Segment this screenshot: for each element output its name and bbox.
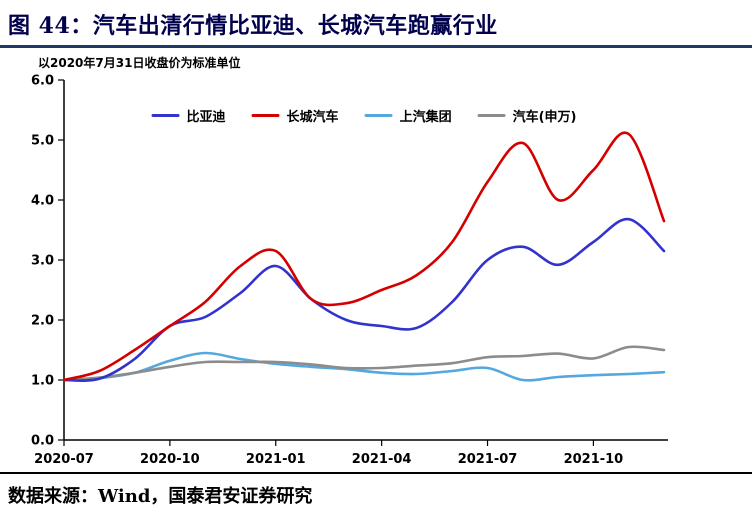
chart-subtitle: 以2020年7月31日收盘价为标准单位 (38, 56, 241, 70)
y-tick-label: 1.0 (31, 374, 54, 389)
legend-item-greatwall: 长城汽车 (251, 106, 339, 125)
chart-legend: 比亚迪 长城汽车 上汽集团 汽车(申万) (151, 106, 577, 125)
legend-label-greatwall: 长城汽车 (286, 110, 339, 125)
y-tick-label: 0.0 (31, 434, 54, 449)
legend-swatch-greatwall (251, 114, 280, 117)
legend-label-byd: 比亚迪 (186, 110, 226, 125)
legend-label-saic: 上汽集团 (399, 110, 452, 125)
x-tick-label: 2020-10 (140, 452, 200, 467)
figure-footer: 数据来源：Wind，国泰君安证券研究 (0, 474, 752, 508)
figure-title: 图 44：汽车出清行情比亚迪、长城汽车跑赢行业 (8, 13, 498, 39)
chart-area: 以2020年7月31日收盘价为标准单位 比亚迪 长城汽车 上汽集团 汽车(申万)… (0, 54, 752, 470)
x-tick-label: 2021-04 (352, 452, 412, 467)
x-tick-label: 2021-10 (564, 452, 624, 467)
y-tick-label: 5.0 (31, 134, 54, 149)
y-tick-label: 4.0 (31, 194, 54, 209)
y-tick-label: 2.0 (31, 314, 54, 329)
footer-divider (0, 472, 752, 474)
y-tick-label: 6.0 (31, 74, 54, 89)
title-underline (0, 45, 752, 48)
x-tick-label: 2021-01 (246, 452, 306, 467)
line-chart: 0.0 1.0 2.0 3.0 4.0 5.0 6.0 2020-07 2020-10 2021-… (31, 74, 668, 467)
figure-header: 图 44：汽车出清行情比亚迪、长城汽车跑赢行业 (0, 0, 752, 45)
series-line-1 (62, 131, 666, 382)
data-source-text: 数据来源：Wind，国泰君安证券研究 (8, 486, 313, 507)
x-tick-label: 2021-07 (458, 452, 518, 467)
legend-swatch-byd (151, 114, 180, 117)
legend-label-autoindex: 汽车(申万) (512, 110, 577, 125)
series-line-3 (62, 345, 666, 382)
legend-item-autoindex: 汽车(申万) (477, 106, 577, 125)
legend-item-byd: 比亚迪 (151, 106, 226, 125)
x-tick-label: 2020-07 (34, 452, 94, 467)
y-tick-label: 3.0 (31, 254, 54, 269)
legend-item-saic: 上汽集团 (364, 106, 452, 125)
legend-swatch-saic (364, 114, 393, 117)
series-line-2 (62, 351, 666, 382)
legend-swatch-autoindex (477, 114, 506, 117)
